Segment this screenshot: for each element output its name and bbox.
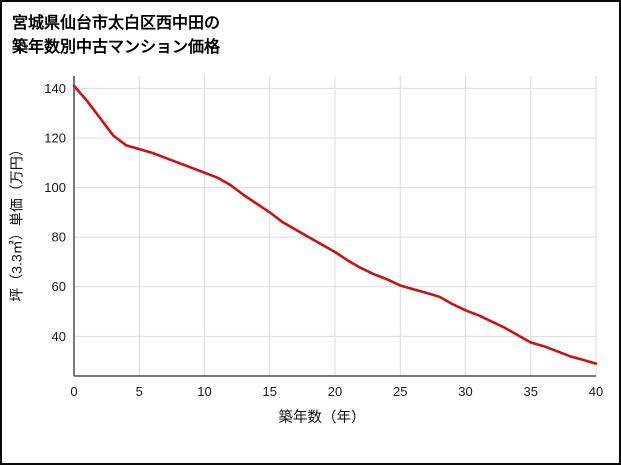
price-chart-svg: 0 5 10 15 20 25 30 35 40 40 60 80 100 120 140	[44, 76, 603, 399]
x-tick-label: 10	[197, 384, 211, 399]
x-tick-label: 30	[458, 384, 472, 399]
y-tick-label: 60	[52, 279, 66, 294]
price-line	[72, 84, 598, 365]
y-tick-label: 100	[44, 180, 66, 195]
x-tick-label: 20	[328, 384, 342, 399]
x-tick-label: 40	[589, 384, 603, 399]
y-tick-label: 140	[44, 81, 66, 96]
x-tick-label: 5	[136, 384, 143, 399]
y-tick-label: 80	[52, 230, 66, 245]
x-tick-label: 15	[263, 384, 277, 399]
chart-title-line1: 宮城県仙台市太白区西中田の	[12, 15, 221, 32]
y-axis-label: 坪（3.3㎡）単価（万円）	[9, 142, 25, 302]
y-tick-label: 120	[44, 130, 66, 145]
x-tick-label: 25	[393, 384, 407, 399]
chart-title: 宮城県仙台市太白区西中田の 築年数別中古マンション価格	[2, 2, 619, 62]
x-tick-label: 0	[70, 384, 77, 399]
x-tick-label: 35	[524, 384, 538, 399]
chart-title-line2: 築年数別中古マンション価格	[12, 39, 221, 56]
x-axis-label: 築年数（年）	[278, 410, 366, 426]
y-tick-label: 40	[52, 329, 66, 344]
chart-area: 坪（3.3㎡）単価（万円） 0 5 10 15 20 25 30 35 40 40 60 80 100 1…	[4, 62, 619, 427]
